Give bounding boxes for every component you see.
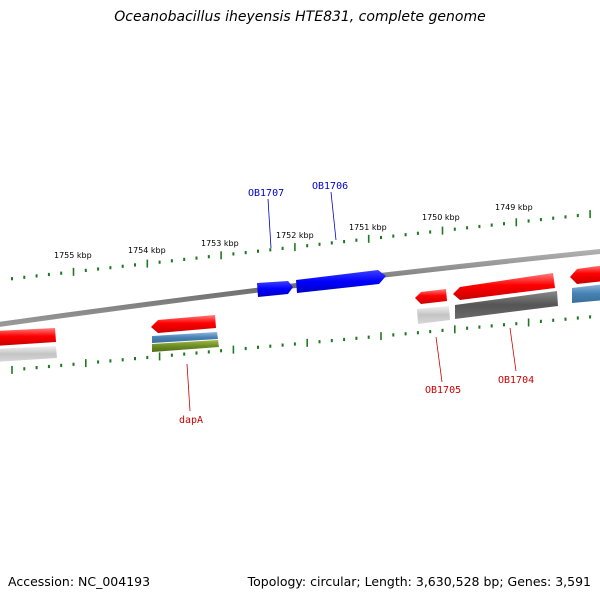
gene-feature-ob1704[interactable]	[453, 273, 555, 300]
gene-labels: OB1707 OB1706 OB1705 OB1704 dapA	[179, 181, 534, 426]
gene-feature-right-edge[interactable]	[570, 265, 600, 284]
tick-label-1753: 1753 kbp	[201, 239, 239, 248]
tick-label-1752: 1752 kbp	[276, 231, 314, 240]
gene-feature-dapa-steel[interactable]	[152, 332, 218, 343]
gene-label-ob1707[interactable]: OB1707	[248, 188, 284, 199]
tick-label-1755: 1755 kbp	[54, 251, 92, 260]
leader-line-ob1705	[435, 336, 443, 383]
gene-feature-dapa[interactable]	[151, 315, 216, 333]
tick-label-1750: 1750 kbp	[422, 213, 460, 222]
gene-leader-lines	[186, 191, 517, 412]
gene-label-ob1704[interactable]: OB1704	[498, 375, 534, 386]
map-title: Oceanobacillus iheyensis HTE831, complet…	[114, 9, 486, 25]
leader-line-dapa	[186, 363, 191, 412]
kbp-tick-labels: 1755 kbp 1754 kbp 1753 kbp 1752 kbp 1751…	[54, 203, 533, 260]
inner-tick-ring	[11, 315, 592, 374]
tick-label-1754: 1754 kbp	[128, 246, 166, 255]
gene-feature-ob1705[interactable]	[415, 289, 447, 304]
leader-line-ob1707	[267, 198, 272, 249]
tick-label-1751: 1751 kbp	[349, 223, 387, 232]
leader-line-ob1704	[509, 327, 517, 372]
gene-label-ob1706[interactable]: OB1706	[312, 181, 348, 192]
gene-label-dapa[interactable]: dapA	[179, 415, 203, 426]
reverse-genes	[0, 265, 600, 362]
gene-label-ob1705[interactable]: OB1705	[425, 385, 461, 396]
gene-feature-dapa-olive[interactable]	[152, 340, 219, 352]
gene-feature-left-edge-gray[interactable]	[0, 346, 57, 362]
gene-feature-ob1707[interactable]	[257, 281, 293, 297]
genome-summary-text: Topology: circular; Length: 3,630,528 bp…	[247, 574, 591, 589]
leader-line-ob1706	[330, 191, 337, 241]
gene-feature-left-edge[interactable]	[0, 328, 56, 346]
outer-tick-ring	[11, 210, 591, 281]
gene-feature-right-edge-steel[interactable]	[572, 284, 600, 303]
gene-feature-ob1704-gray[interactable]	[455, 291, 558, 319]
tick-label-1749: 1749 kbp	[495, 203, 533, 212]
forward-genes	[257, 270, 386, 297]
accession-text: Accession: NC_004193	[8, 574, 151, 589]
gene-feature-ob1705-gray[interactable]	[417, 306, 450, 324]
gene-feature-ob1706[interactable]	[296, 270, 386, 293]
